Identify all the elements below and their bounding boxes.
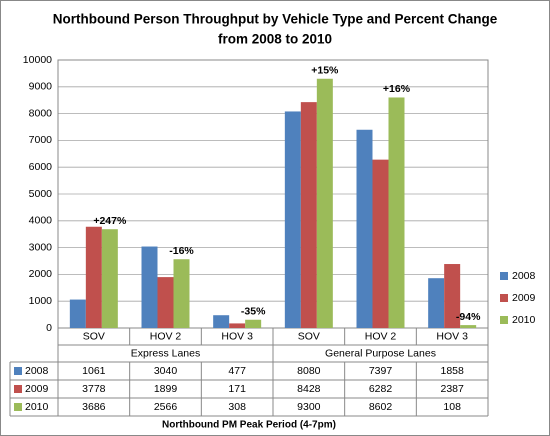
table-value: 2566 [154, 401, 178, 413]
table-value: 8428 [297, 383, 321, 395]
table-value: 2387 [440, 383, 464, 395]
bar [372, 159, 389, 328]
bar [356, 129, 373, 328]
x-tick-label: HOV 3 [221, 330, 253, 342]
bar [69, 299, 86, 328]
y-tick-label: 7000 [29, 134, 53, 146]
table-legend-swatch [14, 367, 22, 375]
chart-title: from 2008 to 2010 [218, 32, 332, 47]
x-tick-label: SOV [83, 330, 105, 342]
table-legend-swatch [14, 403, 22, 411]
bar [300, 102, 317, 328]
annotation: +16% [383, 83, 411, 95]
y-tick-label: 6000 [29, 161, 53, 173]
table-value: 108 [443, 401, 461, 413]
y-tick-label: 4000 [29, 215, 53, 227]
x-tick-label: SOV [298, 330, 320, 342]
group-label: Express Lanes [131, 347, 200, 359]
bar [284, 111, 301, 329]
table-value: 3686 [82, 401, 106, 413]
table-value: 9300 [297, 401, 321, 413]
x-tick-label: HOV 2 [150, 330, 182, 342]
legend-label: 2008 [512, 270, 536, 282]
x-tick-label: HOV 2 [365, 330, 397, 342]
table-value: 308 [228, 401, 246, 413]
y-tick-label: 9000 [29, 81, 53, 93]
bar [388, 97, 405, 328]
y-tick-label: 1000 [29, 295, 53, 307]
annotation: -35% [241, 306, 266, 318]
legend-label: 2010 [512, 314, 536, 326]
y-tick-label: 5000 [29, 188, 53, 200]
bar [157, 277, 174, 328]
table-legend-label: 2010 [25, 401, 49, 413]
legend-swatch [500, 294, 508, 302]
y-tick-label: 3000 [29, 241, 53, 253]
y-tick-label: 8000 [29, 107, 53, 119]
y-tick-label: 2000 [29, 268, 53, 280]
legend-swatch [500, 272, 508, 280]
table-value: 8602 [369, 401, 393, 413]
table-value: 171 [228, 383, 246, 395]
x-axis-title: Northbound PM Peak Period (4-7pm) [162, 420, 336, 431]
table-legend-label: 2008 [25, 365, 49, 377]
table-value: 8080 [297, 365, 321, 377]
table-value: 1899 [154, 383, 178, 395]
table-value: 1858 [440, 365, 464, 377]
table-value: 477 [228, 365, 246, 377]
annotation: -94% [456, 311, 481, 323]
table-legend-label: 2009 [25, 383, 49, 395]
x-tick-label: HOV 3 [436, 330, 468, 342]
annotation: -16% [169, 245, 194, 257]
bar [229, 323, 246, 328]
y-tick-label: 10000 [23, 54, 52, 66]
y-tick-label: 0 [46, 322, 52, 334]
bar [85, 226, 102, 328]
bar [245, 319, 262, 328]
legend-swatch [500, 316, 508, 324]
bar [444, 264, 461, 328]
bar [101, 229, 118, 328]
group-label: General Purpose Lanes [325, 347, 436, 359]
bar [173, 259, 190, 328]
bar [460, 325, 477, 328]
annotation: +15% [311, 65, 339, 77]
annotation: +247% [93, 215, 127, 227]
chart-title: Northbound Person Throughput by Vehicle … [53, 12, 498, 27]
bar [428, 278, 445, 328]
table-value: 1061 [82, 365, 106, 377]
table-value: 6282 [369, 383, 393, 395]
legend-label: 2009 [512, 292, 536, 304]
bar [316, 78, 333, 328]
table-value: 3040 [154, 365, 178, 377]
table-value: 3778 [82, 383, 106, 395]
table-legend-swatch [14, 385, 22, 393]
bar [213, 315, 230, 328]
bar [141, 246, 158, 328]
table-value: 7397 [369, 365, 393, 377]
